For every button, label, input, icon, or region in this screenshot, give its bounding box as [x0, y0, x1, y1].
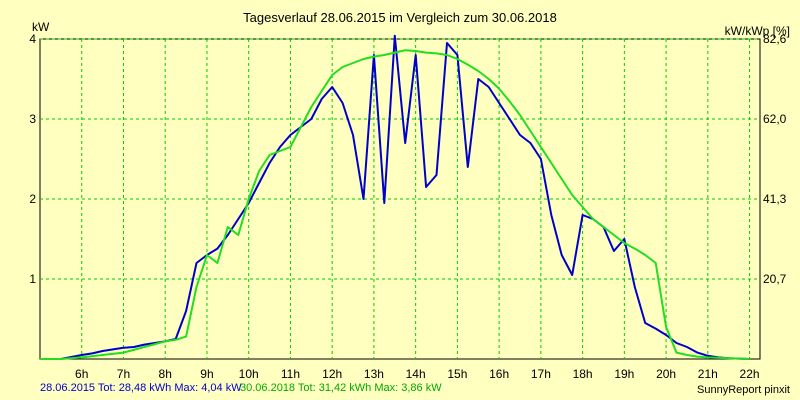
- tick-labels: 6h 7h 8h 9h 10h 11h 12h 13h 14h 15h 16h 17h 18h 19h 20…: [29, 32, 786, 381]
- x-tick-label: 8h: [159, 367, 172, 381]
- x-tick-label: 16h: [489, 367, 509, 381]
- y-tick-label: 4: [29, 32, 36, 46]
- credit-text: SunnyReport pinxit: [697, 384, 790, 396]
- series-line-2: [40, 49, 750, 360]
- x-tick-label: 15h: [447, 367, 467, 381]
- y2-tick-label: 41,3: [763, 192, 787, 206]
- x-tick-label: 13h: [364, 367, 384, 381]
- y-tick-label: 2: [29, 192, 36, 206]
- x-tick-label: 18h: [573, 367, 593, 381]
- x-tick-label: 10h: [239, 367, 259, 381]
- right-axis-unit: kW/kWp [%]: [724, 24, 790, 38]
- x-tick-label: 9h: [200, 367, 213, 381]
- x-tick-label: 14h: [406, 367, 426, 381]
- grid-lines: [39, 38, 761, 360]
- series-line-1: [40, 34, 750, 360]
- y2-tick-label: 82,6: [763, 32, 787, 46]
- x-tick-label: 17h: [531, 367, 551, 381]
- series-lines: [40, 34, 750, 360]
- x-tick-label: 6h: [75, 367, 88, 381]
- chart-title: Tagesverlauf 28.06.2015 im Vergleich zum…: [243, 10, 557, 25]
- x-tick-label: 19h: [614, 367, 634, 381]
- y2-tick-label: 62,0: [763, 112, 787, 126]
- y2-tick-label: 20,7: [763, 272, 787, 286]
- x-tick-label: 12h: [322, 367, 342, 381]
- x-tick-label: 20h: [656, 367, 676, 381]
- left-axis-unit: kW: [32, 20, 50, 34]
- series2-summary: 30.06.2018 Tot: 31,42 kWh Max: 3,86 kW: [240, 382, 442, 394]
- x-tick-label: 11h: [281, 367, 300, 381]
- series1-summary: 28.06.2015 Tot: 28,48 kWh Max: 4,04 kW: [40, 382, 242, 394]
- y-tick-label: 1: [29, 272, 36, 286]
- x-tick-label: 7h: [117, 367, 130, 381]
- y-tick-label: 3: [29, 112, 36, 126]
- x-tick-label: 21h: [698, 367, 718, 381]
- x-tick-label: 22h: [740, 367, 760, 381]
